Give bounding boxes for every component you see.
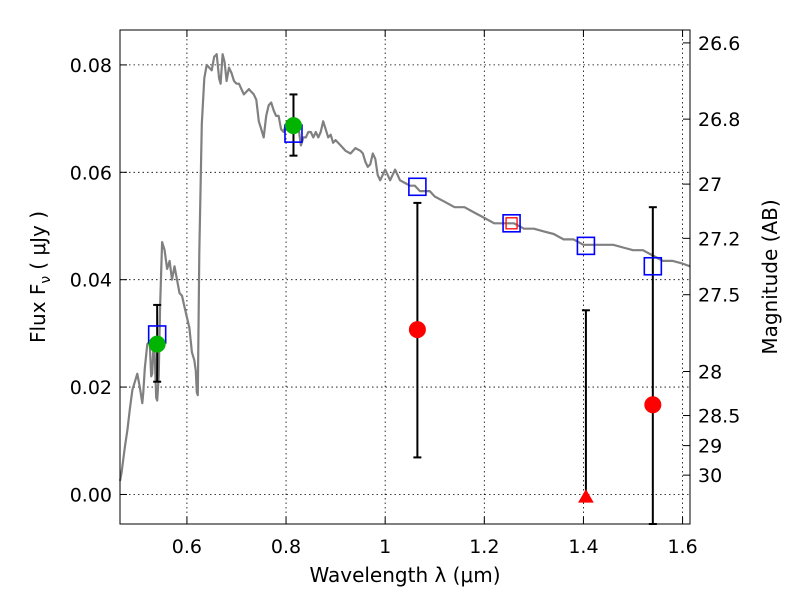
magnitude-tick-label: 26.8 <box>698 109 740 131</box>
y-tick-label: 0.06 <box>70 162 112 184</box>
model-flux-square <box>408 177 427 197</box>
magnitude-tick-label: 28.5 <box>698 406 740 428</box>
x-tick-label: 1 <box>379 536 391 558</box>
grid <box>120 30 690 524</box>
x-axis-title: Wavelength λ (μm) <box>309 563 500 587</box>
ticks: 0.6 0.8 1 1.2 1.4 1.6 0.00 0.02 0.04 0.06 0.08 26.6… <box>70 30 740 558</box>
magnitude-tick-label: 26.6 <box>698 33 740 55</box>
highlight-square <box>505 217 518 230</box>
magnitude-tick-label: 28 <box>698 362 722 384</box>
y-tick-label: 0.02 <box>70 377 112 399</box>
x-tick-label: 1.6 <box>667 536 697 558</box>
low-sn-point <box>644 396 662 414</box>
magnitude-tick-label: 27.2 <box>698 228 740 250</box>
model-spectrum <box>118 53 691 482</box>
low-sn-point <box>408 321 426 339</box>
error-bars <box>153 93 657 525</box>
model-flux-square <box>502 214 521 233</box>
model-flux-square <box>576 236 596 256</box>
magnitude-tick-label: 30 <box>698 465 722 487</box>
x-tick-label: 1.2 <box>469 536 499 558</box>
magnitude-tick-label: 27 <box>698 174 722 196</box>
model-spectrum-line <box>118 53 691 482</box>
x-tick-label: 1.4 <box>568 536 598 558</box>
x-tick-label: 0.6 <box>172 536 202 558</box>
y-axis-title: Flux Fν ( μJy ) <box>26 211 54 343</box>
plot-frame <box>119 29 691 525</box>
y-tick-label: 0.00 <box>70 484 112 506</box>
y-tick-label: 0.08 <box>70 55 112 77</box>
y-axis-title-unit: ( μJy ) <box>26 211 50 270</box>
detection-point <box>148 335 166 353</box>
y-axis-title-main: Flux F <box>26 284 50 343</box>
model-flux-square <box>643 256 663 276</box>
magnitude-tick-label: 29 <box>698 436 722 458</box>
magnitude-tick-label: 27.5 <box>698 285 740 307</box>
markers <box>147 117 663 503</box>
detection-point <box>284 117 302 135</box>
upper-limit-triangle <box>578 489 594 503</box>
y-axis-title-subscript: ν <box>38 276 54 284</box>
y-tick-label: 0.04 <box>70 270 112 292</box>
right-axis-title: Magnitude (AB) <box>758 199 782 354</box>
x-tick-label: 0.8 <box>271 536 301 558</box>
